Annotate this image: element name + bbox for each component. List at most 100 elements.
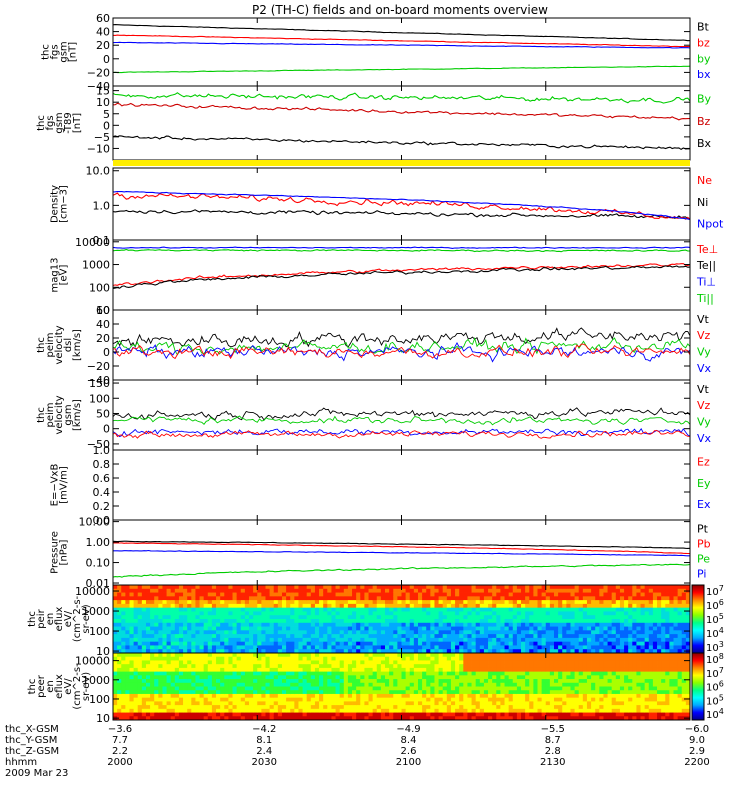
heatmap-cell	[121, 686, 126, 691]
heatmap-cell	[417, 708, 423, 713]
heatmap-cell	[426, 600, 431, 605]
heatmap-cell	[549, 679, 555, 684]
heatmap-cell	[657, 615, 662, 620]
heatmap-cell	[290, 690, 295, 695]
heatmap-cell	[409, 671, 415, 676]
heatmap-cell	[290, 649, 295, 654]
heatmap-cell	[306, 645, 312, 650]
heatmap-cell	[220, 701, 225, 706]
heatmap-cell	[170, 626, 176, 631]
heatmap-cell	[566, 653, 571, 658]
heatmap-cell	[290, 611, 295, 616]
heatmap-cell	[628, 615, 633, 620]
heatmap-cell	[253, 592, 258, 597]
heatmap-cell	[512, 611, 518, 616]
heatmap-cell	[166, 615, 172, 620]
heatmap-cell	[549, 596, 555, 601]
heatmap-cell	[566, 603, 571, 609]
heatmap-cell	[549, 622, 555, 627]
heatmap-cell	[483, 588, 489, 593]
heatmap-cell	[310, 588, 316, 593]
heatmap-cell	[216, 607, 221, 612]
heatmap-cell	[413, 649, 419, 654]
heatmap-cell	[586, 622, 592, 627]
heatmap-cell	[273, 592, 279, 597]
heatmap-cell	[174, 649, 180, 654]
heatmap-cell	[574, 645, 580, 650]
heatmap-cell	[281, 603, 287, 609]
heatmap-cell	[244, 701, 250, 706]
heatmap-cell	[450, 656, 456, 661]
heatmap-cell	[545, 712, 551, 717]
heatmap-cell	[162, 630, 167, 635]
heatmap-cell	[496, 585, 501, 590]
heatmap-cell	[657, 588, 662, 593]
heatmap-cell	[512, 701, 518, 706]
heatmap-cell	[463, 649, 468, 654]
heatmap-cell	[356, 630, 361, 635]
heatmap-cell	[203, 664, 209, 669]
heatmap-cell	[673, 592, 679, 597]
heatmap-cell	[261, 697, 266, 702]
heatmap-cell	[170, 645, 176, 650]
heatmap-cell	[174, 622, 180, 627]
heatmap-cell	[154, 697, 159, 702]
heatmap-cell	[339, 637, 345, 643]
heatmap-cell	[232, 679, 238, 684]
heatmap-cell	[413, 675, 419, 680]
heatmap-cell	[211, 712, 217, 717]
heatmap-cell	[463, 656, 468, 661]
heatmap-cell	[232, 630, 238, 635]
heatmap-cell	[376, 637, 382, 643]
heatmap-cell	[521, 664, 526, 669]
heatmap-cell	[117, 697, 122, 702]
heatmap-cell	[113, 585, 118, 590]
heatmap-cell	[422, 693, 427, 699]
heatmap-cell	[269, 664, 275, 669]
heatmap-cell	[385, 686, 390, 691]
heatmap-cell	[323, 641, 328, 646]
heatmap-cell	[174, 705, 180, 710]
heatmap-cell	[236, 686, 242, 691]
heatmap-cell	[306, 686, 312, 691]
heatmap-cell	[566, 600, 571, 605]
heatmap-cell	[281, 611, 287, 616]
heatmap-cell	[158, 679, 163, 684]
heatmap-cell	[409, 641, 415, 646]
heatmap-cell	[677, 596, 683, 601]
heatmap-cell	[574, 682, 580, 687]
heatmap-cell	[516, 708, 522, 713]
heatmap-cell	[422, 716, 427, 721]
heatmap-cell	[249, 656, 254, 661]
heatmap-cell	[500, 619, 505, 624]
heatmap-cell	[500, 626, 505, 631]
heatmap-cell	[558, 622, 563, 627]
heatmap-cell	[113, 664, 118, 669]
heatmap-cell	[286, 712, 291, 717]
heatmap-cell	[566, 645, 571, 650]
heatmap-cell	[327, 667, 332, 673]
heatmap-cell	[586, 679, 592, 684]
heatmap-cell	[529, 712, 534, 717]
heatmap-cell	[203, 603, 209, 609]
heatmap-cell	[187, 619, 192, 624]
heatmap-cell	[273, 660, 279, 665]
heatmap-cell	[174, 660, 180, 665]
heatmap-cell	[426, 622, 431, 627]
heatmap-cell	[265, 600, 271, 605]
heatmap-cell	[352, 653, 357, 658]
heatmap-cell	[121, 645, 126, 650]
heatmap-cell	[236, 693, 242, 699]
heatmap-cell	[298, 682, 303, 687]
heatmap-cell	[183, 708, 188, 713]
heatmap-cell	[648, 585, 654, 590]
heatmap-cell	[150, 667, 155, 673]
heatmap-cell	[574, 615, 580, 620]
heatmap-cell	[281, 682, 287, 687]
heatmap-cell	[640, 611, 646, 616]
heatmap-cell	[323, 634, 328, 639]
heatmap-cell	[203, 626, 209, 631]
heatmap-cell	[249, 660, 254, 665]
heatmap-cell	[133, 641, 139, 646]
heatmap-cell	[273, 682, 279, 687]
